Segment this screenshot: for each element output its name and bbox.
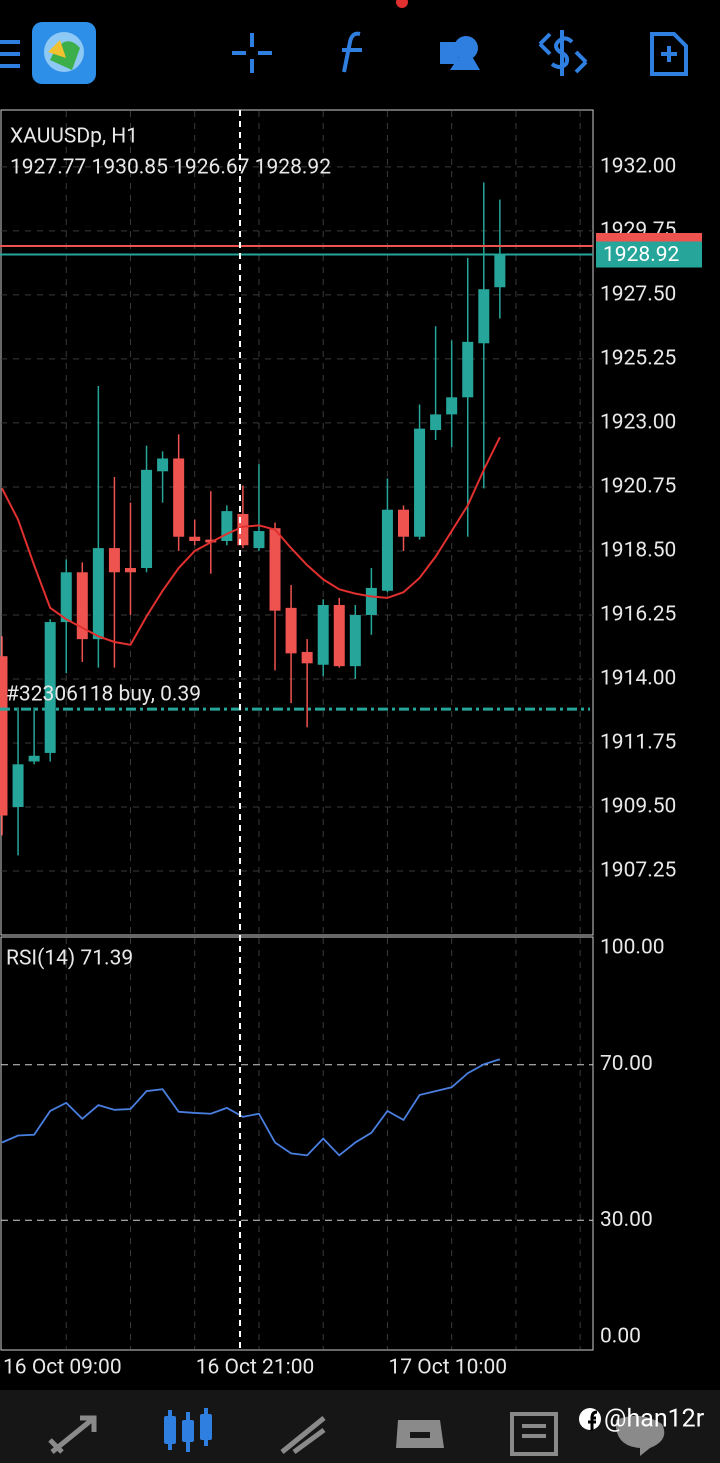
candle-body: [398, 509, 409, 537]
candle-body: [157, 458, 169, 472]
y-tick-label: 1918.50: [600, 538, 676, 562]
candle-body: [333, 605, 345, 667]
history-tab[interactable]: [396, 1420, 444, 1448]
candle-body: [317, 605, 329, 665]
menu-button[interactable]: [0, 40, 20, 68]
candle-body: [430, 414, 442, 431]
candle-body: [124, 568, 136, 573]
candle-body: [349, 614, 361, 667]
candle-body: [301, 651, 313, 664]
candle-body: [269, 528, 281, 611]
y-tick-label: 1911.75: [600, 731, 676, 755]
facebook-glyph: [588, 1410, 598, 1431]
bid-label-box: [596, 241, 702, 268]
candle-body: [446, 397, 458, 415]
y-tick-label: 1916.25: [600, 603, 676, 627]
trade-tab[interactable]: [280, 1416, 326, 1455]
candle-body: [12, 764, 24, 807]
moving-average: [1, 436, 501, 646]
status-dot: [396, 0, 408, 8]
candle-body: [76, 572, 88, 640]
candle-body: [205, 539, 217, 543]
y-tick-label: 30.00: [600, 1208, 653, 1232]
chart-title: XAUUSDp, H1: [10, 125, 138, 149]
candle-body: [478, 289, 490, 344]
quotes-tab[interactable]: [48, 1415, 97, 1454]
candle-body: [173, 458, 185, 537]
nav-background: [0, 1390, 720, 1463]
new-order-button[interactable]: [650, 32, 688, 76]
trade-button[interactable]: [538, 30, 588, 76]
app-logo[interactable]: [32, 22, 96, 84]
candle-body: [92, 548, 104, 640]
candle-body: [462, 341, 474, 398]
x-tick-label: 17 Oct 10:00: [388, 1356, 507, 1380]
candle-body: [253, 531, 265, 549]
candle-body: [0, 656, 8, 816]
candle-body: [28, 755, 40, 762]
candle-body: [108, 548, 120, 573]
candle-body: [494, 254, 506, 288]
main-frame: [0, 109, 594, 936]
top-toolbar: [0, 22, 688, 84]
candle-body: [365, 587, 377, 615]
x-tick-label: 16 Oct 09:00: [3, 1356, 122, 1380]
y-tick-label: 1923.00: [600, 410, 676, 434]
objects-button[interactable]: [440, 36, 480, 70]
crosshair-button[interactable]: [232, 33, 272, 73]
indicators-button[interactable]: [342, 31, 362, 73]
candle-body: [285, 607, 297, 654]
y-tick-label: 1920.75: [600, 474, 676, 498]
bid-label: 1928.92: [603, 243, 680, 267]
x-tick-label: 16 Oct 21:00: [196, 1356, 315, 1380]
y-tick-label: 1925.25: [600, 346, 676, 370]
chart-area[interactable]: [0, 109, 594, 1351]
order-label: #32306118 buy, 0.39: [6, 683, 201, 707]
ohlc-readout: 1927.77 1930.85 1926.67 1928.92: [10, 156, 331, 180]
candle-body: [237, 513, 249, 546]
candle-body: [60, 572, 72, 623]
chat-tab[interactable]: [615, 1415, 665, 1456]
watermark: @han12r: [604, 1405, 705, 1434]
rsi-frame: [0, 936, 594, 1351]
bottom-nav: @han12r: [0, 1390, 720, 1463]
chart-tab[interactable]: [164, 1408, 212, 1452]
candle-body: [189, 536, 201, 541]
rsi-line: [1, 1058, 501, 1157]
y-tick-label: 1907.25: [600, 859, 676, 883]
candle-body: [381, 509, 393, 591]
y-tick-label: 1914.00: [600, 667, 676, 691]
facebook-icon: [579, 1408, 601, 1430]
rsi-title: RSI(14) 71.39: [6, 947, 133, 971]
y-tick-label: 0.00: [600, 1325, 641, 1349]
candle-body: [221, 511, 233, 541]
y-tick-label: 100.00: [600, 936, 665, 960]
news-tab[interactable]: [510, 1412, 558, 1456]
y-tick-label: 1909.50: [600, 795, 676, 819]
y-tick-label: 1932.00: [600, 154, 676, 178]
candle-body: [44, 622, 56, 753]
y-tick-label: 70.00: [600, 1052, 653, 1076]
y-tick-label: 1927.50: [600, 282, 676, 306]
candle-body: [414, 428, 426, 537]
candle-body: [141, 469, 153, 569]
